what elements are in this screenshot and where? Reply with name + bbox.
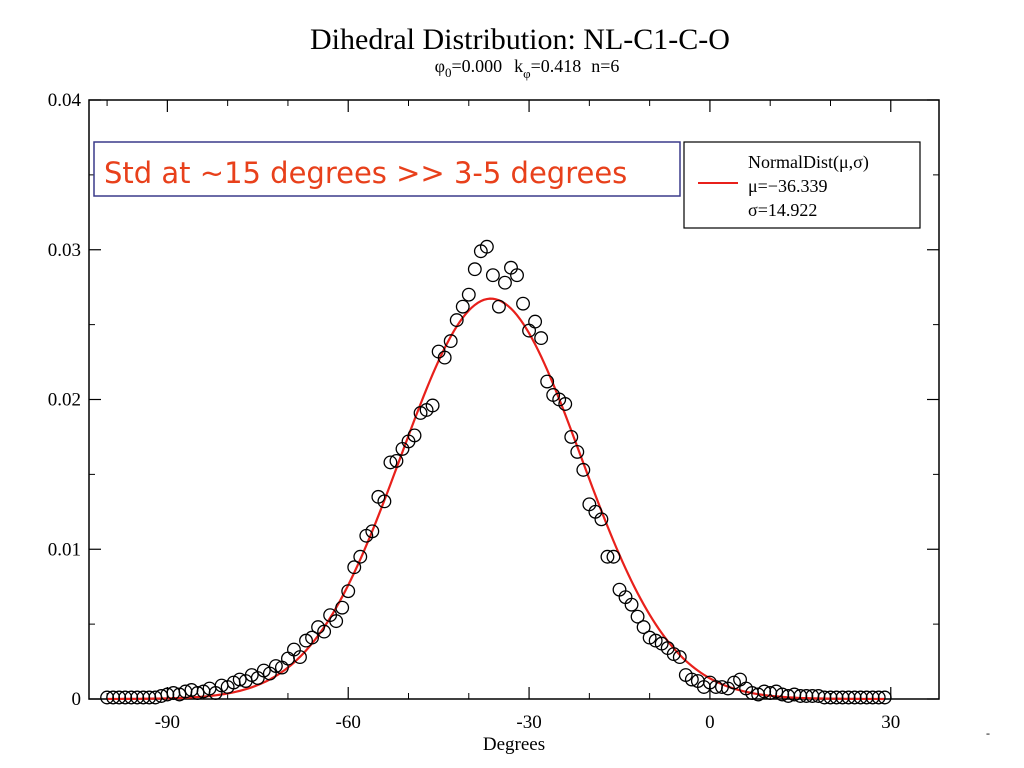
phi-symbol: φ — [435, 56, 445, 76]
y-tick-label: 0.04 — [48, 90, 82, 111]
data-point — [715, 680, 729, 694]
y-tick-label: 0 — [72, 689, 82, 710]
phi-subscript: 0 — [445, 65, 452, 80]
data-point — [365, 524, 380, 539]
data-point — [389, 453, 404, 468]
data-point — [268, 659, 283, 674]
data-point — [510, 268, 524, 283]
y-tick-label: 0.01 — [48, 539, 81, 560]
data-point — [335, 600, 350, 615]
data-point — [600, 549, 615, 564]
data-point — [672, 650, 687, 665]
x-tick-label: -90 — [155, 712, 180, 733]
legend-mu: μ=−36.339 — [748, 176, 827, 196]
data-point — [479, 239, 494, 254]
data-point — [377, 494, 392, 509]
data-point — [570, 444, 585, 459]
data-point — [449, 313, 464, 328]
k-symbol: k — [514, 56, 523, 76]
x-tick-label: 0 — [705, 712, 715, 733]
data-point — [636, 620, 651, 635]
data-point — [528, 314, 543, 329]
data-point — [467, 262, 482, 277]
legend-title: NormalDist(μ,σ) — [748, 152, 869, 173]
x-tick-label: 30 — [881, 712, 900, 733]
data-point — [232, 672, 247, 687]
y-tick-label: 0.02 — [48, 390, 81, 411]
x-tick-label: -30 — [516, 712, 541, 733]
data-point — [871, 690, 886, 705]
data-point — [443, 334, 458, 349]
data-point — [558, 397, 573, 411]
data-point — [491, 299, 506, 314]
data-point — [877, 690, 892, 705]
data-point — [407, 428, 422, 443]
data-point — [576, 462, 591, 477]
data-point — [280, 651, 295, 666]
data-point — [485, 268, 500, 283]
chart-title: Dihedral Distribution: NL-C1-C-O — [310, 23, 730, 56]
annotation-border — [93, 141, 681, 197]
data-point — [383, 455, 398, 470]
x-axis-label: Degrees — [483, 734, 545, 755]
data-point — [347, 560, 362, 575]
data-point — [684, 672, 699, 687]
n-value: n=6 — [591, 56, 619, 76]
legend: NormalDist(μ,σ) μ=−36.339 σ=14.922 — [683, 141, 921, 229]
data-point — [630, 609, 645, 624]
data-point — [329, 614, 344, 629]
corner-mark: - — [986, 726, 990, 740]
data-point — [305, 630, 320, 645]
x-tick-label: -60 — [336, 712, 361, 733]
data-point — [540, 374, 555, 389]
data-point — [437, 350, 452, 365]
data-point — [534, 331, 549, 346]
data-point — [624, 597, 639, 612]
legend-box — [683, 141, 921, 229]
data-point — [606, 549, 621, 564]
annotation-box: Std at ~15 degrees >> 3-5 degrees — [93, 141, 681, 197]
data-point — [455, 299, 470, 314]
data-point — [461, 287, 476, 302]
axes: -90 -60 -30 0 30 0 0.01 0.02 0.03 0.04 — [48, 90, 939, 733]
k-subscript: φ — [523, 66, 531, 81]
data-point — [317, 624, 332, 639]
data-point — [293, 650, 307, 665]
data-point — [353, 549, 368, 564]
data-points — [100, 239, 892, 705]
k-value: =0.418 — [531, 56, 582, 76]
data-point — [341, 584, 356, 599]
fit-curve-layer — [107, 297, 885, 701]
data-point — [190, 686, 205, 700]
normal-fit-curve — [107, 297, 885, 701]
data-point — [594, 512, 609, 527]
chart-subtitle: φ0=0.000 kφ=0.418 n=6 — [435, 56, 620, 81]
annotation-text: Std at ~15 degrees >> 3-5 degrees — [104, 156, 627, 190]
data-point — [498, 275, 512, 290]
legend-sigma: σ=14.922 — [748, 200, 817, 220]
data-point — [516, 296, 530, 311]
phi-value: =0.000 — [451, 56, 502, 76]
y-tick-label: 0.03 — [48, 240, 81, 261]
data-point — [564, 429, 579, 444]
data-point — [425, 398, 440, 413]
